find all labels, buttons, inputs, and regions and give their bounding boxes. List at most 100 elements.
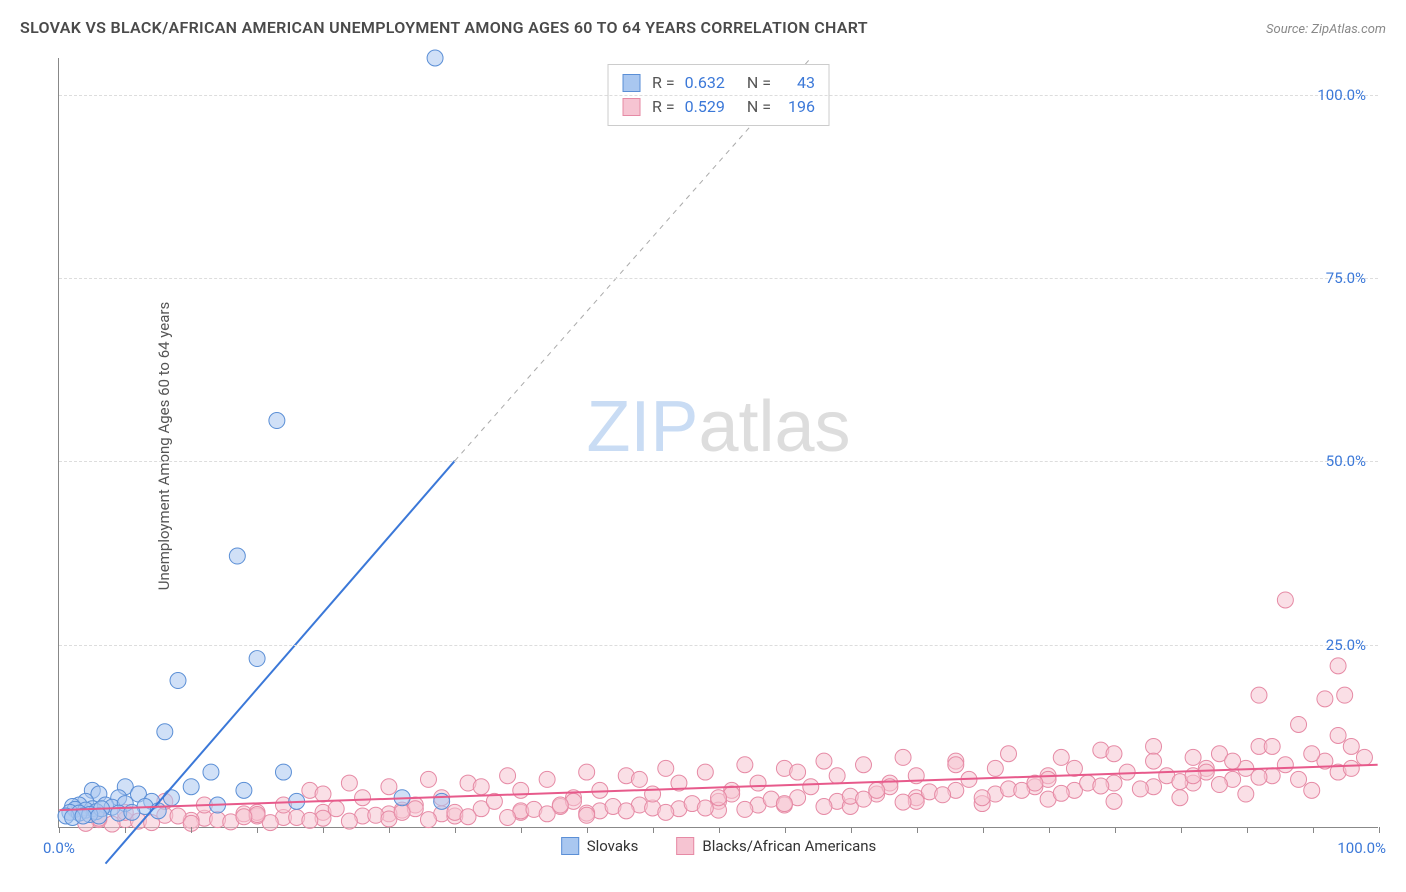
legend-item: Slovaks (561, 837, 639, 855)
x-tick (1313, 827, 1314, 833)
data-point (1093, 778, 1109, 794)
data-point (697, 800, 713, 816)
x-tick (125, 827, 126, 833)
data-point (1330, 658, 1346, 674)
data-point (776, 796, 792, 812)
data-point (552, 797, 568, 813)
data-point (1211, 777, 1227, 793)
data-point (1053, 749, 1069, 765)
data-point (658, 760, 674, 776)
x-tick (521, 827, 522, 833)
data-point (315, 786, 331, 802)
data-point (229, 548, 245, 564)
stat-n-label: N = (747, 95, 771, 119)
data-point (856, 757, 872, 773)
data-point (1146, 753, 1162, 769)
data-point (170, 673, 186, 689)
data-point (341, 813, 357, 829)
data-point (1146, 738, 1162, 754)
data-point (658, 804, 674, 820)
y-tick-label: 75.0% (1326, 269, 1366, 287)
x-tick (917, 827, 918, 833)
data-point (1317, 691, 1333, 707)
data-point (269, 413, 285, 429)
data-point (1304, 746, 1320, 762)
data-point (183, 779, 199, 795)
stats-legend-row: R =0.529N =196 (622, 95, 815, 119)
legend-item: Blacks/African Americans (676, 837, 876, 855)
data-point (737, 801, 753, 817)
gridline (59, 461, 1378, 462)
x-tick (1247, 827, 1248, 833)
data-point (394, 804, 410, 820)
data-point (895, 749, 911, 765)
data-point (816, 799, 832, 815)
data-point (460, 809, 476, 825)
data-point (1238, 786, 1254, 802)
data-point (974, 790, 990, 806)
x-tick (785, 827, 786, 833)
data-point (341, 775, 357, 791)
data-point (500, 768, 516, 784)
data-point (91, 808, 107, 824)
gridline (59, 645, 1378, 646)
x-axis-max-label: 100.0% (1337, 839, 1386, 857)
data-point (1337, 687, 1353, 703)
x-tick (389, 827, 390, 833)
gridline (59, 95, 1378, 96)
legend-swatch (676, 837, 694, 855)
gridline (59, 278, 1378, 279)
stat-n-value: 196 (781, 95, 815, 119)
data-point (816, 753, 832, 769)
x-tick (719, 827, 720, 833)
data-point (1356, 749, 1372, 765)
data-point (249, 651, 265, 667)
data-point (1106, 793, 1122, 809)
stats-legend-row: R =0.632N =43 (622, 71, 815, 95)
data-point (1132, 781, 1148, 797)
data-point (539, 771, 555, 787)
data-point (895, 794, 911, 810)
chart-source: Source: ZipAtlas.com (1266, 22, 1386, 37)
data-point (236, 782, 252, 798)
data-point (1304, 782, 1320, 798)
y-tick-label: 100.0% (1317, 86, 1366, 104)
x-tick (1115, 827, 1116, 833)
x-tick (587, 827, 588, 833)
stat-n-value: 43 (781, 71, 815, 95)
legend-swatch (622, 74, 640, 92)
data-point (1264, 738, 1280, 754)
data-point (275, 764, 291, 780)
data-point (711, 790, 727, 806)
data-point (1343, 760, 1359, 776)
data-point (579, 764, 595, 780)
y-tick-label: 50.0% (1326, 452, 1366, 470)
chart-container: SLOVAK VS BLACK/AFRICAN AMERICAN UNEMPLO… (0, 0, 1406, 892)
data-point (987, 760, 1003, 776)
legend-label: Slovaks (587, 837, 639, 855)
legend-label: Blacks/African Americans (702, 837, 876, 855)
x-tick (1379, 827, 1380, 833)
data-point (427, 50, 443, 66)
series-legend: Slovaks Blacks/African Americans (561, 837, 877, 855)
x-tick (59, 827, 60, 833)
stat-r-value: 0.632 (685, 71, 725, 95)
data-point (618, 803, 634, 819)
data-point (1225, 753, 1241, 769)
data-point (750, 775, 766, 791)
x-tick (983, 827, 984, 833)
data-point (1251, 687, 1267, 703)
data-point (631, 771, 647, 787)
data-point (328, 801, 344, 817)
data-point (381, 779, 397, 795)
data-point (948, 757, 964, 773)
data-point (163, 790, 179, 806)
data-point (513, 782, 529, 798)
data-point (203, 764, 219, 780)
data-point (1330, 727, 1346, 743)
x-tick (653, 827, 654, 833)
data-point (1119, 764, 1135, 780)
stat-n-label: N = (747, 71, 771, 95)
data-point (150, 803, 166, 819)
x-tick (1181, 827, 1182, 833)
